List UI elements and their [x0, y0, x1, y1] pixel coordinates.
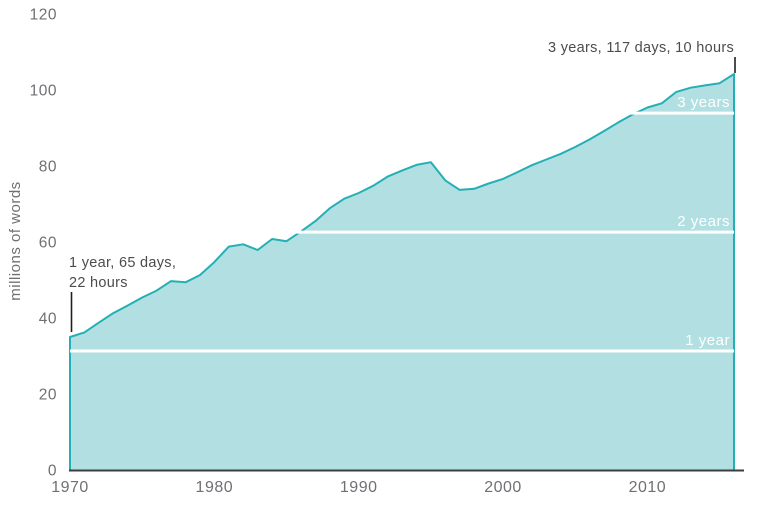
annotation-end: 3 years, 117 days, 10 hours: [548, 40, 736, 73]
y-tick-label-20: 20: [39, 387, 57, 404]
axes-layer: 0 20 40 60 80 100 120 1970 1980 1990 2000 2010: [30, 7, 744, 496]
annotation-end-text: 3 years, 117 days, 10 hours: [548, 40, 734, 56]
annotation-start-line2: 22 hours: [69, 275, 128, 291]
x-tick-label-1970: 1970: [51, 479, 89, 496]
x-tick-label-1990: 1990: [340, 479, 378, 496]
reference-label-2-years: 2 years: [677, 213, 730, 230]
x-tick-label-1980: 1980: [196, 479, 234, 496]
reference-label-3-years: 3 years: [677, 94, 730, 111]
y-tick-label-60: 60: [39, 235, 57, 252]
x-tick-label-2010: 2010: [629, 479, 667, 496]
area-fill: [70, 74, 734, 470]
annotation-start: 1 year, 65 days, 22 hours: [69, 255, 176, 332]
y-tick-label-40: 40: [39, 311, 57, 328]
reference-label-1-year: 1 year: [685, 332, 730, 349]
y-tick-label-0: 0: [48, 463, 57, 480]
reference-lines-layer: 1 year 2 years 3 years: [70, 94, 734, 353]
y-axis-title: millions of words: [7, 181, 24, 300]
y-tick-label-120: 120: [30, 7, 57, 24]
area-series-layer: [69, 73, 735, 470]
annotation-start-line1: 1 year, 65 days,: [69, 255, 176, 271]
y-tick-label-100: 100: [30, 83, 57, 100]
x-tick-label-2000: 2000: [484, 479, 522, 496]
y-tick-label-80: 80: [39, 159, 57, 176]
